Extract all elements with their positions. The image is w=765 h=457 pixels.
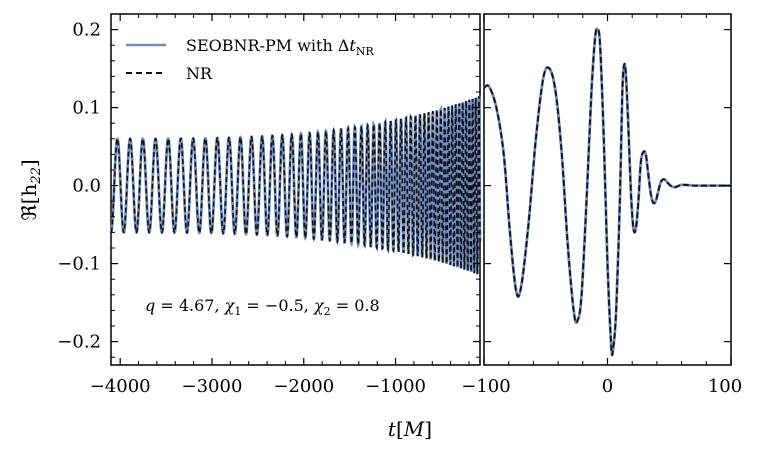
x-tick-label: 0 [602, 376, 613, 397]
y-tick-label: −0.2 [57, 332, 101, 353]
x-tick-label: −4000 [90, 376, 151, 397]
series-seobnr-merger [483, 27, 731, 357]
legend-label-nr: NR [186, 64, 213, 83]
y-tick-label: 0.2 [72, 20, 101, 41]
x-tick-label: −2000 [273, 376, 334, 397]
x-tick-label: −3000 [182, 376, 243, 397]
parameter-annotation: q = 4.67, χ1 = −0.5, χ2 = 0.8 [145, 296, 380, 318]
x-tick-label: −1000 [365, 376, 426, 397]
legend: SEOBNR-PM with ΔtNR NR [126, 36, 374, 83]
right-plot-frame [483, 13, 732, 366]
left-ticks [111, 14, 480, 365]
legend-label-seobnr: SEOBNR-PM with ΔtNR [186, 36, 374, 58]
merger-ringdown-panel: −100 0 100 [461, 13, 742, 397]
right-xtick-labels: −100 0 100 [461, 376, 742, 397]
y-tick-label: −0.1 [57, 254, 101, 275]
series-nr-merger [483, 27, 731, 356]
x-tick-label: −100 [461, 376, 510, 397]
series-nr-inspiral [110, 96, 481, 275]
y-tick-label: 0.0 [72, 176, 101, 197]
left-xtick-labels: −4000 −3000 −2000 −1000 [90, 376, 426, 397]
left-curves [109, 96, 482, 275]
right-curves [483, 27, 731, 357]
x-axis-label: t[M] [388, 417, 432, 441]
right-ticks [483, 14, 732, 365]
left-ytick-labels: 0.2 0.1 0.0 −0.1 −0.2 [57, 20, 101, 353]
inspiral-panel: −4000 −3000 −2000 −1000 0.2 0.1 0.0 −0.1 −0.2 S… [17, 13, 482, 397]
x-tick-label: 100 [708, 376, 742, 397]
y-tick-label: 0.1 [72, 98, 101, 119]
y-axis-label: ℜ[h22] [17, 159, 44, 220]
